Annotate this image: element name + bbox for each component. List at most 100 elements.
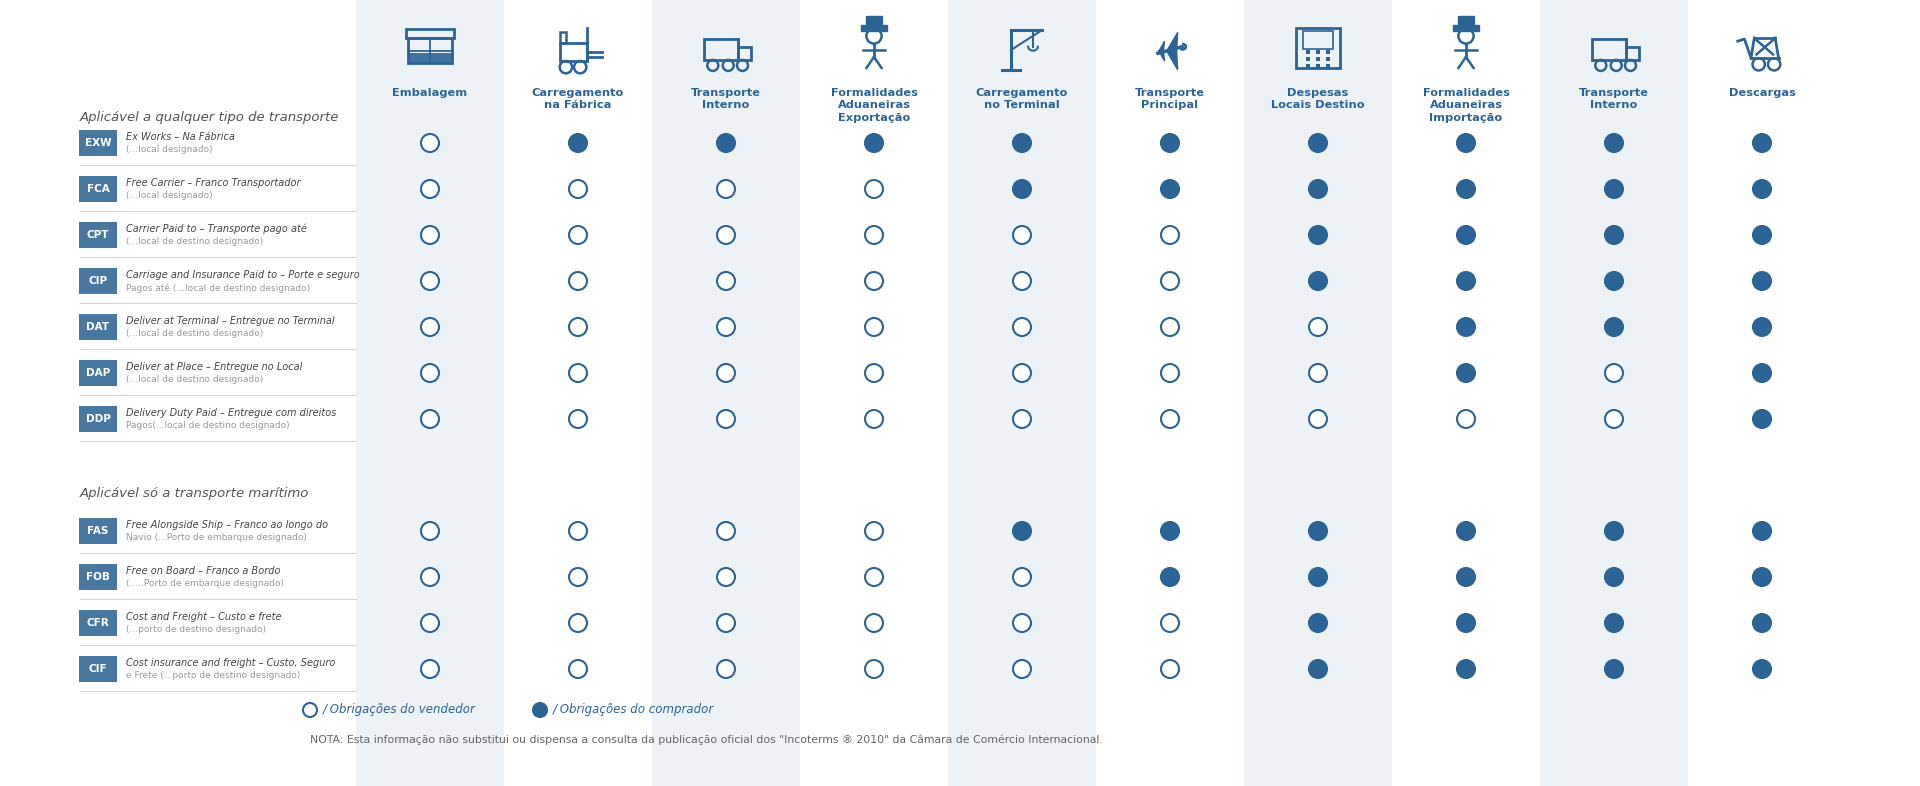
Text: Ex Works – Na Fábrica: Ex Works – Na Fábrica [127, 132, 234, 142]
Circle shape [866, 180, 883, 198]
Circle shape [866, 272, 883, 290]
Circle shape [1605, 660, 1622, 678]
Circle shape [716, 364, 735, 382]
Circle shape [1605, 614, 1622, 632]
Circle shape [568, 660, 588, 678]
Text: Formalidades
Aduaneiras
Exportação: Formalidades Aduaneiras Exportação [831, 88, 918, 123]
Circle shape [716, 272, 735, 290]
Text: Cost and Freight – Custo e frete: Cost and Freight – Custo e frete [127, 612, 282, 622]
Bar [1453, 25, 1478, 31]
Circle shape [1605, 226, 1622, 244]
Bar [407, 38, 451, 63]
Text: (...porto de destino designado): (...porto de destino designado) [127, 626, 267, 634]
Text: Aplicável a qualquer tipo de transporte: Aplicável a qualquer tipo de transporte [81, 112, 340, 124]
Circle shape [568, 272, 588, 290]
Polygon shape [1167, 32, 1177, 51]
Bar [860, 25, 887, 31]
Text: Aplicável só a transporte marítimo: Aplicável só a transporte marítimo [81, 487, 309, 499]
Text: DAT: DAT [86, 322, 109, 332]
Circle shape [1753, 614, 1770, 632]
Circle shape [716, 660, 735, 678]
Circle shape [1014, 522, 1031, 540]
Circle shape [1753, 226, 1770, 244]
Circle shape [303, 703, 317, 717]
Bar [1392, 0, 1540, 786]
Text: CIP: CIP [88, 276, 108, 286]
Circle shape [716, 318, 735, 336]
Circle shape [716, 522, 735, 540]
Circle shape [1162, 568, 1179, 586]
Circle shape [1753, 522, 1770, 540]
Text: (...local de destino designado): (...local de destino designado) [127, 329, 263, 339]
Circle shape [1457, 522, 1475, 540]
Circle shape [1753, 410, 1770, 428]
Text: Despesas
Locais Destino: Despesas Locais Destino [1271, 88, 1365, 110]
Circle shape [568, 318, 588, 336]
Circle shape [1753, 272, 1770, 290]
Text: Free on Board – Franco a Bordo: Free on Board – Franco a Bordo [127, 566, 280, 576]
Text: Descargas: Descargas [1728, 88, 1795, 98]
Circle shape [1753, 364, 1770, 382]
Circle shape [568, 614, 588, 632]
Circle shape [1309, 660, 1327, 678]
Bar [1626, 46, 1640, 60]
FancyBboxPatch shape [79, 564, 117, 590]
FancyBboxPatch shape [79, 176, 117, 202]
FancyBboxPatch shape [79, 656, 117, 682]
Text: Carriage and Insurance Paid to – Porte e seguro: Carriage and Insurance Paid to – Porte e… [127, 270, 359, 280]
Text: Carrier Paid to – Transporte pago até: Carrier Paid to – Transporte pago até [127, 224, 307, 234]
Circle shape [420, 226, 440, 244]
Circle shape [1309, 134, 1327, 152]
Text: FAS: FAS [86, 526, 109, 536]
Circle shape [1162, 226, 1179, 244]
Text: (...local de destino designado): (...local de destino designado) [127, 376, 263, 384]
Text: CFR: CFR [86, 618, 109, 628]
Bar [1306, 64, 1309, 68]
Text: DAP: DAP [86, 368, 109, 378]
Text: / Obrigações do vendedor: / Obrigações do vendedor [323, 703, 476, 717]
Circle shape [716, 134, 735, 152]
Circle shape [1753, 568, 1770, 586]
Bar [1325, 50, 1331, 54]
Circle shape [1753, 180, 1770, 198]
Text: Cost insurance and freight – Custo, Seguro: Cost insurance and freight – Custo, Segu… [127, 658, 336, 668]
Circle shape [1457, 614, 1475, 632]
Bar [503, 0, 653, 786]
Circle shape [1162, 660, 1179, 678]
Circle shape [1605, 134, 1622, 152]
Circle shape [1605, 522, 1622, 540]
Circle shape [1162, 522, 1179, 540]
FancyBboxPatch shape [79, 268, 117, 294]
Text: DDP: DDP [86, 414, 111, 424]
Bar [1592, 39, 1626, 60]
Circle shape [420, 272, 440, 290]
Circle shape [420, 180, 440, 198]
Text: (.....Porto de embarque designado): (.....Porto de embarque designado) [127, 579, 284, 589]
Circle shape [420, 660, 440, 678]
Circle shape [866, 318, 883, 336]
Text: FCA: FCA [86, 184, 109, 194]
FancyBboxPatch shape [79, 518, 117, 544]
Circle shape [568, 410, 588, 428]
Circle shape [1457, 660, 1475, 678]
Text: CIF: CIF [88, 664, 108, 674]
Bar [653, 0, 801, 786]
Bar [561, 43, 588, 61]
Circle shape [1457, 410, 1475, 428]
Circle shape [1309, 614, 1327, 632]
Bar [1325, 57, 1331, 61]
Polygon shape [1158, 41, 1165, 51]
Circle shape [1605, 364, 1622, 382]
Bar [1244, 0, 1392, 786]
Circle shape [1605, 272, 1622, 290]
Text: (...local designado): (...local designado) [127, 192, 213, 200]
Bar [948, 0, 1096, 786]
Circle shape [1605, 180, 1622, 198]
Circle shape [866, 614, 883, 632]
Bar [561, 32, 566, 43]
Circle shape [420, 318, 440, 336]
Circle shape [568, 134, 588, 152]
Bar [1315, 50, 1321, 54]
Circle shape [1014, 614, 1031, 632]
Circle shape [716, 614, 735, 632]
